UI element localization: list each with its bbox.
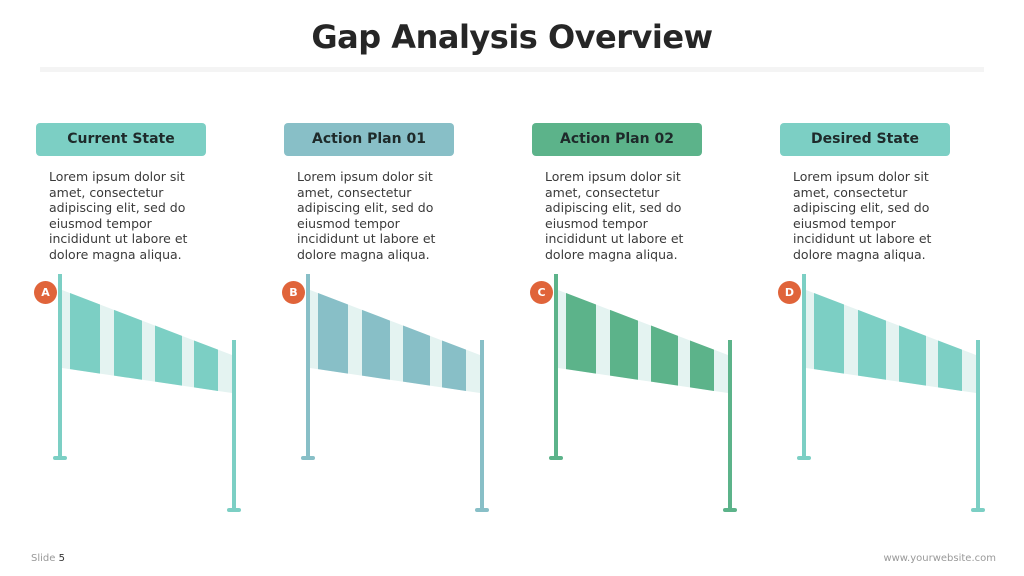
- right-pole: [728, 340, 732, 510]
- flag-stripe: [70, 293, 100, 374]
- column-description: Lorem ipsum dolor sit amet, consectetur …: [793, 169, 932, 262]
- flag-illustration: [53, 274, 241, 512]
- flag-stripe: [899, 325, 926, 386]
- step-badge: B: [282, 281, 305, 304]
- right-pole: [480, 340, 484, 510]
- flag-illustration: [797, 274, 985, 512]
- right-pole-base: [475, 508, 489, 512]
- flag-illustration: [549, 274, 737, 512]
- column-a: Current State Lorem ipsum dolor sit amet…: [0, 0, 248, 576]
- flag-stripe: [403, 325, 430, 386]
- page-title: Gap Analysis Overview: [311, 18, 713, 56]
- left-pole-base: [797, 456, 811, 460]
- flag-cloth: [310, 290, 480, 393]
- flag-stripe: [814, 293, 844, 374]
- flag-stripe: [114, 309, 142, 380]
- column-b: Action Plan 01 Lorem ipsum dolor sit ame…: [248, 0, 496, 576]
- flag-stripe: [318, 293, 348, 374]
- flag-stripe: [155, 325, 182, 386]
- left-pole: [58, 274, 62, 458]
- flag-stripe: [938, 340, 962, 391]
- column-label: Action Plan 01: [284, 123, 454, 156]
- right-pole-base: [723, 508, 737, 512]
- step-badge: D: [778, 281, 801, 304]
- left-pole-base: [301, 456, 315, 460]
- flag-stripe: [690, 340, 714, 391]
- column-description: Lorem ipsum dolor sit amet, consectetur …: [297, 169, 436, 262]
- flag-stripe: [858, 309, 886, 380]
- column-label: Current State: [36, 123, 206, 156]
- slide-number: Slide 5: [31, 553, 65, 564]
- flag-illustration: [301, 274, 489, 512]
- flag-stripe: [566, 293, 596, 374]
- step-badge: C: [530, 281, 553, 304]
- left-pole: [554, 274, 558, 458]
- right-pole-base: [227, 508, 241, 512]
- column-d: Desired State Lorem ipsum dolor sit amet…: [744, 0, 992, 576]
- right-pole: [232, 340, 236, 510]
- left-pole-base: [53, 456, 67, 460]
- column-label: Action Plan 02: [532, 123, 702, 156]
- right-pole: [976, 340, 980, 510]
- step-badge: A: [34, 281, 57, 304]
- title-divider: [40, 67, 984, 72]
- column-label: Desired State: [780, 123, 950, 156]
- flag-stripe: [610, 309, 638, 380]
- column-description: Lorem ipsum dolor sit amet, consectetur …: [545, 169, 684, 262]
- left-pole-base: [549, 456, 563, 460]
- flag-cloth: [806, 290, 976, 393]
- flag-stripe: [442, 340, 466, 391]
- flag-cloth: [62, 290, 232, 393]
- column-description: Lorem ipsum dolor sit amet, consectetur …: [49, 169, 188, 262]
- left-pole: [802, 274, 806, 458]
- flag-stripe: [651, 325, 678, 386]
- flag-stripe: [362, 309, 390, 380]
- flag-stripe: [194, 340, 218, 391]
- left-pole: [306, 274, 310, 458]
- website-url: www.yourwebsite.com: [883, 553, 996, 564]
- flag-cloth: [558, 290, 728, 393]
- column-c: Action Plan 02 Lorem ipsum dolor sit ame…: [496, 0, 744, 576]
- right-pole-base: [971, 508, 985, 512]
